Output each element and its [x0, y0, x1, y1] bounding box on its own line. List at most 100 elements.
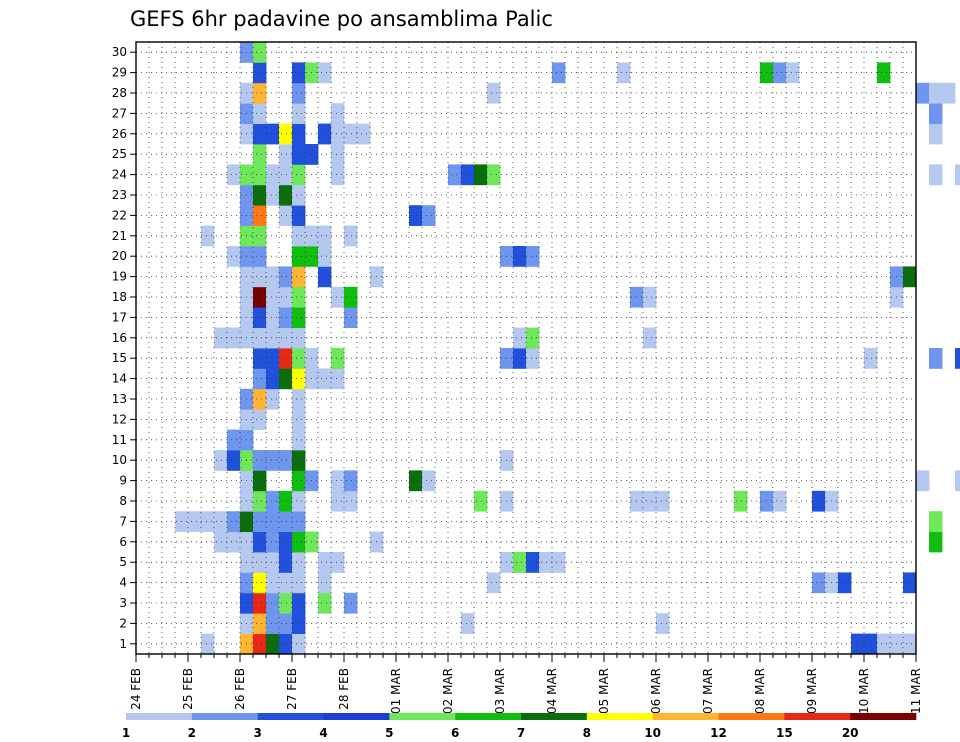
heatmap-cell [552, 552, 566, 573]
colorbar-segment [323, 713, 390, 720]
heatmap-cell [266, 572, 280, 594]
heatmap-cell [279, 307, 293, 328]
y-tick-label: 5 [119, 555, 127, 569]
colorbar-segment [521, 713, 588, 720]
heatmap-cell [786, 62, 800, 84]
heatmap-cell [292, 286, 306, 308]
heatmap-cell [227, 450, 241, 471]
heatmap-cell [266, 327, 280, 349]
heatmap-cell [253, 103, 267, 124]
heatmap-cell [773, 490, 787, 512]
y-tick-label: 2 [119, 616, 127, 630]
heatmap-cell [487, 164, 501, 186]
heatmap-cell [422, 470, 436, 492]
y-tick-label: 12 [112, 412, 127, 426]
heatmap-cell [279, 184, 293, 206]
heatmap-cell [461, 613, 475, 634]
colorbar-segment [652, 713, 719, 720]
heatmap-cell [331, 144, 345, 165]
heatmap-cell [266, 633, 280, 655]
colorbar-label: 8 [583, 726, 591, 740]
heatmap-cell [266, 307, 280, 328]
heatmap-cell [253, 42, 267, 63]
heatmap-cell [279, 490, 293, 512]
heatmap-cell [643, 286, 657, 308]
heatmap-cell [292, 123, 306, 145]
heatmap-cell [331, 368, 345, 390]
heatmap-cell [344, 307, 358, 328]
heatmap-cell [409, 470, 423, 492]
heatmap-cell [942, 82, 956, 104]
heatmap-cell [292, 103, 306, 124]
heatmap-cell [292, 531, 306, 553]
heatmap-cell [513, 552, 527, 573]
heatmap-cell [292, 429, 306, 451]
heatmap-cell [253, 286, 267, 308]
heatmap-cell [344, 470, 358, 492]
heatmap-cell [266, 490, 280, 512]
heatmap-cell [318, 246, 332, 267]
heatmap-cell [318, 266, 332, 288]
heatmap-cell [955, 164, 960, 186]
y-axis-ticks: 1234567891011121314151617181920212223242… [112, 45, 136, 651]
heatmap-cell [487, 572, 501, 594]
heatmap-cell [266, 613, 280, 634]
x-tick-label: 08 MAR [753, 668, 767, 714]
heatmap-cell [279, 552, 293, 573]
colorbar-segment [389, 713, 456, 720]
heatmap-cell [838, 572, 852, 594]
heatmap-cell [266, 388, 280, 410]
heatmap-cell [318, 123, 332, 145]
heatmap-cell [279, 327, 293, 349]
heatmap-cell [279, 144, 293, 165]
heatmap-cell [513, 348, 527, 369]
y-tick-label: 15 [112, 351, 127, 365]
colorbar-segment [784, 713, 851, 720]
colorbar-label: 2 [188, 726, 196, 740]
heatmap-cell [929, 103, 943, 124]
colorbar-segment [850, 713, 917, 720]
heatmap-cell [526, 327, 540, 349]
heatmap-cell [292, 613, 306, 634]
y-tick-label: 23 [112, 188, 127, 202]
colorbar-label: 20 [842, 726, 859, 740]
heatmap-cell [318, 592, 332, 614]
x-tick-label: 26 FEB [233, 668, 247, 710]
heatmap-cell [253, 123, 267, 145]
colorbar-label: 10 [644, 726, 661, 740]
heatmap-cell [331, 286, 345, 308]
heatmap-cell [955, 348, 960, 369]
heatmap-cell [266, 511, 280, 532]
heatmap-cell [253, 164, 267, 186]
heatmap-cell [357, 123, 371, 145]
x-tick-label: 10 MAR [857, 668, 871, 714]
heatmap-cell [292, 266, 306, 288]
heatmap-cell [266, 184, 280, 206]
colorbar-label: 1 [122, 726, 130, 740]
heatmap-cell [812, 572, 826, 594]
y-tick-label: 14 [112, 372, 127, 386]
heatmap-cell [279, 348, 293, 369]
heatmap-cell [201, 511, 215, 532]
heatmap-cell [864, 633, 878, 655]
y-tick-label: 30 [112, 45, 127, 59]
heatmap-cell [513, 327, 527, 349]
y-tick-label: 7 [119, 514, 127, 528]
heatmap-cell [253, 531, 267, 553]
heatmap-cell [929, 82, 943, 104]
heatmap-cell [318, 552, 332, 573]
x-tick-label: 03 MAR [493, 668, 507, 714]
heatmap-cell [279, 633, 293, 655]
heatmap-cell [292, 450, 306, 471]
colorbar-label: 5 [385, 726, 393, 740]
heatmap-cell [526, 246, 540, 267]
heatmap-cell [331, 552, 345, 573]
y-tick-label: 16 [112, 331, 127, 345]
heatmap-cell [279, 164, 293, 186]
chart-title: GEFS 6hr padavine po ansamblima Palic [130, 7, 553, 31]
heatmap-cell [292, 144, 306, 165]
heatmap-cell [253, 62, 267, 84]
heatmap-cell [292, 348, 306, 369]
heatmap-cell [929, 123, 943, 145]
heatmap-cell [955, 470, 960, 492]
